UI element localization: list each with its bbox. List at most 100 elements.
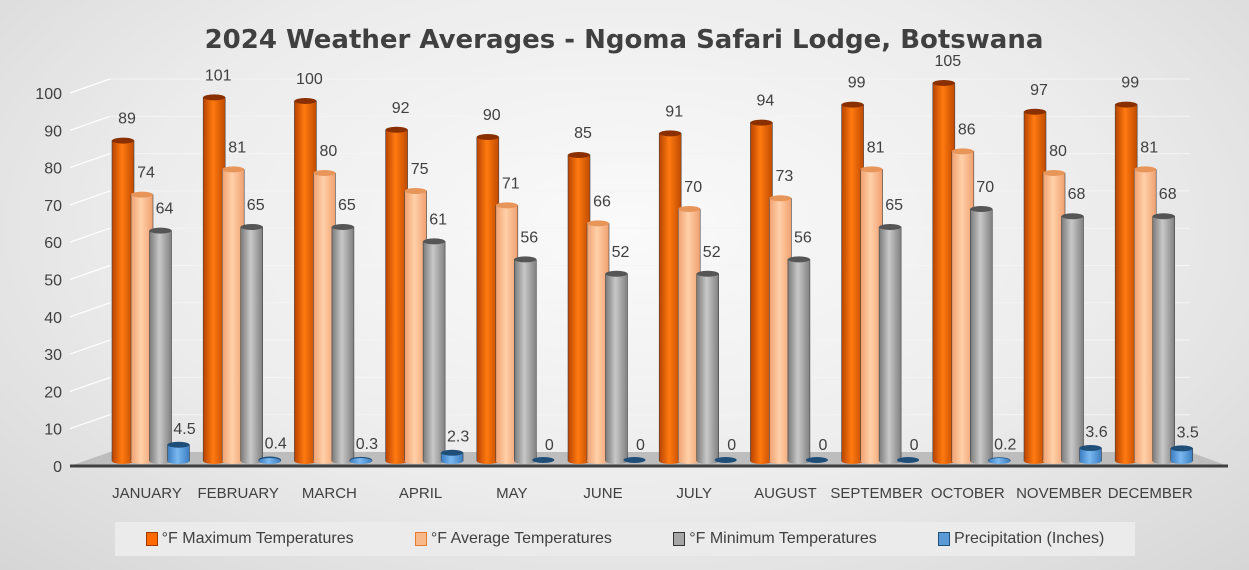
data-label: 0 xyxy=(636,437,645,454)
data-label: 75 xyxy=(411,161,429,178)
bar-body xyxy=(331,226,355,462)
bar-disc xyxy=(897,457,920,463)
gridline xyxy=(69,227,111,243)
data-label: 92 xyxy=(392,100,410,117)
bar-bottom xyxy=(423,458,446,464)
data-label: 86 xyxy=(958,121,976,138)
bar-2-1 xyxy=(240,224,263,464)
bar-3-11 xyxy=(1170,445,1193,464)
bar-bottom xyxy=(879,458,902,464)
bar-body xyxy=(422,241,446,462)
bar-3-2 xyxy=(349,456,373,464)
gridline xyxy=(69,339,111,355)
bar-0-7 xyxy=(750,119,773,464)
bar-2-9 xyxy=(969,206,993,464)
data-label: 70 xyxy=(976,179,994,196)
legend-label: °F Minimum Temperatures xyxy=(689,530,877,547)
x-tick-label: MAY xyxy=(496,485,527,502)
legend-item-avg: °F Average Temperatures xyxy=(414,530,612,548)
bar-bottom xyxy=(404,458,427,464)
y-tick-label: 0 xyxy=(53,459,62,476)
bar-2-11 xyxy=(1152,213,1175,464)
data-label: 68 xyxy=(1159,186,1177,203)
bar-disc xyxy=(714,457,737,463)
bar-bottom xyxy=(988,458,1011,464)
bar-top xyxy=(659,130,682,137)
data-label: 81 xyxy=(228,139,246,156)
bar-2-7 xyxy=(787,256,811,464)
bar-2-10 xyxy=(1061,213,1084,464)
bar-bottom xyxy=(860,458,883,464)
bar-top xyxy=(605,270,628,277)
bar-top xyxy=(331,224,354,230)
data-label: 3.5 xyxy=(1177,424,1199,441)
bar-bottom xyxy=(149,458,172,464)
bar-top xyxy=(1134,166,1157,173)
bar-3-1 xyxy=(258,456,282,464)
bar-top xyxy=(787,256,810,263)
x-tick-label: JUNE xyxy=(583,485,622,502)
bar-body xyxy=(1152,215,1175,462)
data-label: 0 xyxy=(727,437,736,454)
bar-3-9 xyxy=(987,457,1011,464)
data-label: 0 xyxy=(818,437,827,454)
data-label: 74 xyxy=(137,165,155,182)
bar-top xyxy=(587,220,609,227)
y-tick-label: 90 xyxy=(44,123,62,140)
data-label: 97 xyxy=(1030,82,1048,99)
bar-top xyxy=(222,166,245,173)
bar-1-6 xyxy=(677,206,701,464)
data-label: 52 xyxy=(703,244,721,261)
data-label: 0.4 xyxy=(265,436,287,453)
bar-disc xyxy=(623,457,646,463)
data-label: 105 xyxy=(934,53,961,70)
bar-body xyxy=(605,273,628,462)
bar-2-2 xyxy=(331,224,355,464)
bar-disc xyxy=(805,457,828,463)
bar-top xyxy=(203,94,226,101)
bar-1-10 xyxy=(1042,170,1066,464)
bar-2-6 xyxy=(696,270,720,464)
data-label: 90 xyxy=(483,107,501,124)
bar-bottom xyxy=(258,458,281,464)
data-label: 91 xyxy=(665,103,683,120)
bar-bottom xyxy=(349,458,372,464)
bar-bottom xyxy=(1024,458,1046,464)
bar-body xyxy=(787,259,811,462)
legend-swatch-precip xyxy=(938,532,951,546)
legend-swatch-avg xyxy=(414,532,427,546)
bar-top xyxy=(1061,213,1084,220)
bar-bottom xyxy=(514,458,537,464)
bar-top xyxy=(1079,445,1102,452)
x-tick-label: DECEMBER xyxy=(1108,485,1193,502)
bar-top xyxy=(970,206,993,212)
data-label: 81 xyxy=(867,139,885,156)
bar-bottom xyxy=(932,458,955,464)
bar-3-3 xyxy=(440,449,464,464)
bar-bottom xyxy=(294,458,317,464)
bar-bottom xyxy=(222,458,245,464)
data-label: 66 xyxy=(593,193,611,210)
y-tick-label: 40 xyxy=(44,310,62,327)
bar-1-5 xyxy=(586,220,610,464)
bar-3-5 xyxy=(623,457,646,463)
bar-top xyxy=(860,166,883,173)
bar-body xyxy=(149,230,172,462)
bar-0-1 xyxy=(202,94,226,464)
gridline xyxy=(69,115,111,131)
gridline xyxy=(69,264,111,281)
data-label: 80 xyxy=(1049,143,1067,160)
data-label: 70 xyxy=(684,179,702,196)
legend-label: °F Average Temperatures xyxy=(430,530,612,547)
x-tick-label: APRIL xyxy=(399,485,442,502)
bar-top xyxy=(879,224,902,230)
data-label: 101 xyxy=(205,67,232,84)
bar-bottom xyxy=(970,458,993,464)
data-label: 0.2 xyxy=(994,436,1016,453)
bar-bottom xyxy=(678,458,701,464)
bar-top xyxy=(131,191,153,198)
bar-top xyxy=(149,227,172,234)
gridline xyxy=(69,302,111,318)
bar-top xyxy=(932,80,955,86)
bar-top xyxy=(696,270,719,277)
